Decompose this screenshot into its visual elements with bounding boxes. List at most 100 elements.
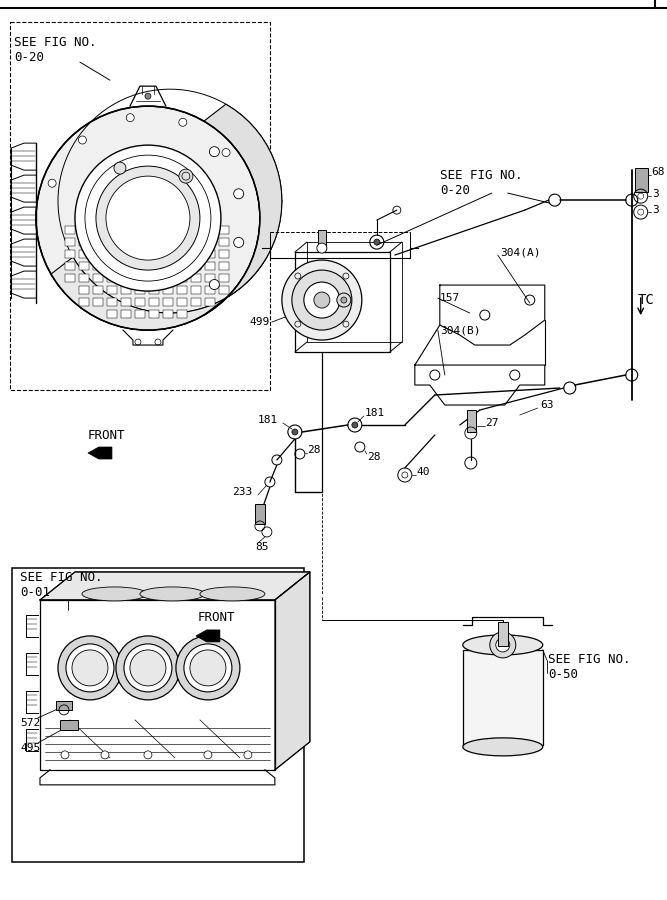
Polygon shape bbox=[79, 274, 89, 282]
Circle shape bbox=[144, 751, 152, 759]
Circle shape bbox=[179, 169, 193, 183]
Circle shape bbox=[209, 280, 219, 290]
Circle shape bbox=[66, 644, 114, 692]
Circle shape bbox=[75, 145, 221, 291]
Polygon shape bbox=[121, 274, 131, 282]
Circle shape bbox=[79, 136, 87, 144]
Text: 181: 181 bbox=[258, 415, 278, 425]
Circle shape bbox=[48, 179, 56, 187]
Polygon shape bbox=[79, 226, 89, 234]
Polygon shape bbox=[163, 286, 173, 294]
Text: SEE FIG NO.: SEE FIG NO. bbox=[14, 36, 97, 49]
Circle shape bbox=[116, 636, 180, 700]
Polygon shape bbox=[177, 274, 187, 282]
Ellipse shape bbox=[463, 738, 543, 756]
Text: 0-01: 0-01 bbox=[20, 587, 50, 599]
Text: 233: 233 bbox=[232, 487, 252, 497]
Text: 3: 3 bbox=[652, 205, 658, 215]
Polygon shape bbox=[177, 310, 187, 318]
Circle shape bbox=[190, 650, 226, 686]
Bar bbox=[318, 230, 326, 248]
Bar bbox=[467, 410, 476, 432]
Bar bbox=[56, 701, 72, 710]
Circle shape bbox=[145, 94, 151, 99]
Polygon shape bbox=[93, 250, 103, 258]
Polygon shape bbox=[149, 298, 159, 306]
Polygon shape bbox=[149, 310, 159, 318]
Polygon shape bbox=[65, 250, 75, 258]
Polygon shape bbox=[93, 286, 103, 294]
Circle shape bbox=[106, 176, 190, 260]
Ellipse shape bbox=[82, 587, 147, 601]
Polygon shape bbox=[204, 104, 282, 315]
Circle shape bbox=[114, 162, 126, 174]
Polygon shape bbox=[107, 262, 117, 270]
Polygon shape bbox=[219, 274, 229, 282]
Polygon shape bbox=[205, 298, 215, 306]
Polygon shape bbox=[65, 238, 75, 246]
Text: 85: 85 bbox=[255, 542, 268, 552]
Text: 572: 572 bbox=[20, 718, 40, 728]
Circle shape bbox=[96, 166, 200, 270]
Polygon shape bbox=[219, 238, 229, 246]
Polygon shape bbox=[93, 298, 103, 306]
Polygon shape bbox=[135, 310, 145, 318]
Polygon shape bbox=[219, 226, 229, 234]
Text: 28: 28 bbox=[367, 452, 380, 462]
Circle shape bbox=[352, 422, 358, 428]
Circle shape bbox=[292, 429, 298, 435]
Polygon shape bbox=[107, 274, 117, 282]
Polygon shape bbox=[149, 286, 159, 294]
Polygon shape bbox=[205, 250, 215, 258]
Circle shape bbox=[244, 751, 252, 759]
Polygon shape bbox=[93, 238, 103, 246]
Text: 0-20: 0-20 bbox=[14, 50, 44, 64]
Polygon shape bbox=[191, 250, 201, 258]
Text: 40: 40 bbox=[417, 467, 430, 477]
Text: SEE FIG NO.: SEE FIG NO. bbox=[20, 572, 103, 584]
Circle shape bbox=[61, 751, 69, 759]
Polygon shape bbox=[79, 262, 89, 270]
Circle shape bbox=[233, 238, 243, 248]
Polygon shape bbox=[93, 274, 103, 282]
Circle shape bbox=[124, 644, 172, 692]
Bar bbox=[463, 650, 543, 745]
Circle shape bbox=[222, 148, 230, 157]
Polygon shape bbox=[79, 250, 89, 258]
Ellipse shape bbox=[200, 587, 265, 601]
Circle shape bbox=[130, 650, 166, 686]
Circle shape bbox=[341, 297, 347, 303]
Polygon shape bbox=[65, 274, 75, 282]
Polygon shape bbox=[121, 262, 131, 270]
Polygon shape bbox=[205, 274, 215, 282]
Polygon shape bbox=[219, 262, 229, 270]
Text: 304(B): 304(B) bbox=[440, 325, 480, 335]
Text: 181: 181 bbox=[365, 408, 385, 418]
Polygon shape bbox=[121, 310, 131, 318]
Polygon shape bbox=[79, 238, 89, 246]
Polygon shape bbox=[177, 298, 187, 306]
Circle shape bbox=[179, 118, 187, 126]
Text: 28: 28 bbox=[307, 445, 320, 455]
Circle shape bbox=[176, 636, 240, 700]
Circle shape bbox=[374, 239, 380, 245]
Polygon shape bbox=[191, 238, 201, 246]
Polygon shape bbox=[196, 630, 220, 642]
Text: 304(A): 304(A) bbox=[500, 248, 540, 257]
Polygon shape bbox=[219, 250, 229, 258]
Polygon shape bbox=[163, 298, 173, 306]
Circle shape bbox=[496, 638, 510, 652]
Circle shape bbox=[317, 243, 327, 253]
Text: 68: 68 bbox=[652, 167, 665, 177]
Polygon shape bbox=[191, 298, 201, 306]
Polygon shape bbox=[93, 262, 103, 270]
Circle shape bbox=[292, 270, 352, 330]
Ellipse shape bbox=[463, 634, 543, 655]
Text: FRONT: FRONT bbox=[88, 428, 125, 442]
Text: 27: 27 bbox=[485, 418, 498, 428]
Circle shape bbox=[304, 282, 340, 318]
Circle shape bbox=[184, 644, 232, 692]
Circle shape bbox=[126, 113, 134, 122]
Bar bbox=[255, 504, 265, 524]
Circle shape bbox=[209, 147, 219, 157]
